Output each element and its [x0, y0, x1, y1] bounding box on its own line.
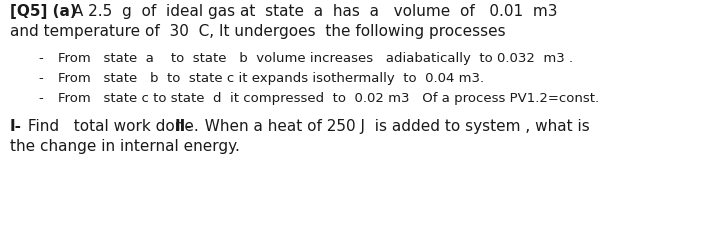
Text: From   state   b  to  state c it expands isothermally  to  0.04 m3.: From state b to state c it expands isoth…: [58, 72, 484, 85]
Text: -: -: [38, 52, 42, 65]
Text: II-: II-: [175, 119, 193, 134]
Text: From   state  a    to  state   b  volume increases   adiabatically  to 0.032  m3: From state a to state b volume increases…: [58, 52, 573, 65]
Text: -: -: [38, 92, 42, 105]
Text: -: -: [38, 72, 42, 85]
Text: When a heat of 250 J  is added to system , what is: When a heat of 250 J is added to system …: [195, 119, 590, 134]
Text: Find   total work done.: Find total work done.: [23, 119, 218, 134]
Text: the change in internal energy.: the change in internal energy.: [10, 139, 240, 154]
Text: I-: I-: [10, 119, 22, 134]
Text: From   state c to state  d  it compressed  to  0.02 m3   Of a process PV1.2=cons: From state c to state d it compressed to…: [58, 92, 599, 105]
Text: and temperature of  30  C, It undergoes  the following processes: and temperature of 30 C, It undergoes th…: [10, 24, 505, 39]
Text: A 2.5  g  of  ideal gas at  state  a  has  a   volume  of   0.01  m3: A 2.5 g of ideal gas at state a has a vo…: [68, 4, 557, 19]
Text: [Q5] (a): [Q5] (a): [10, 4, 77, 19]
